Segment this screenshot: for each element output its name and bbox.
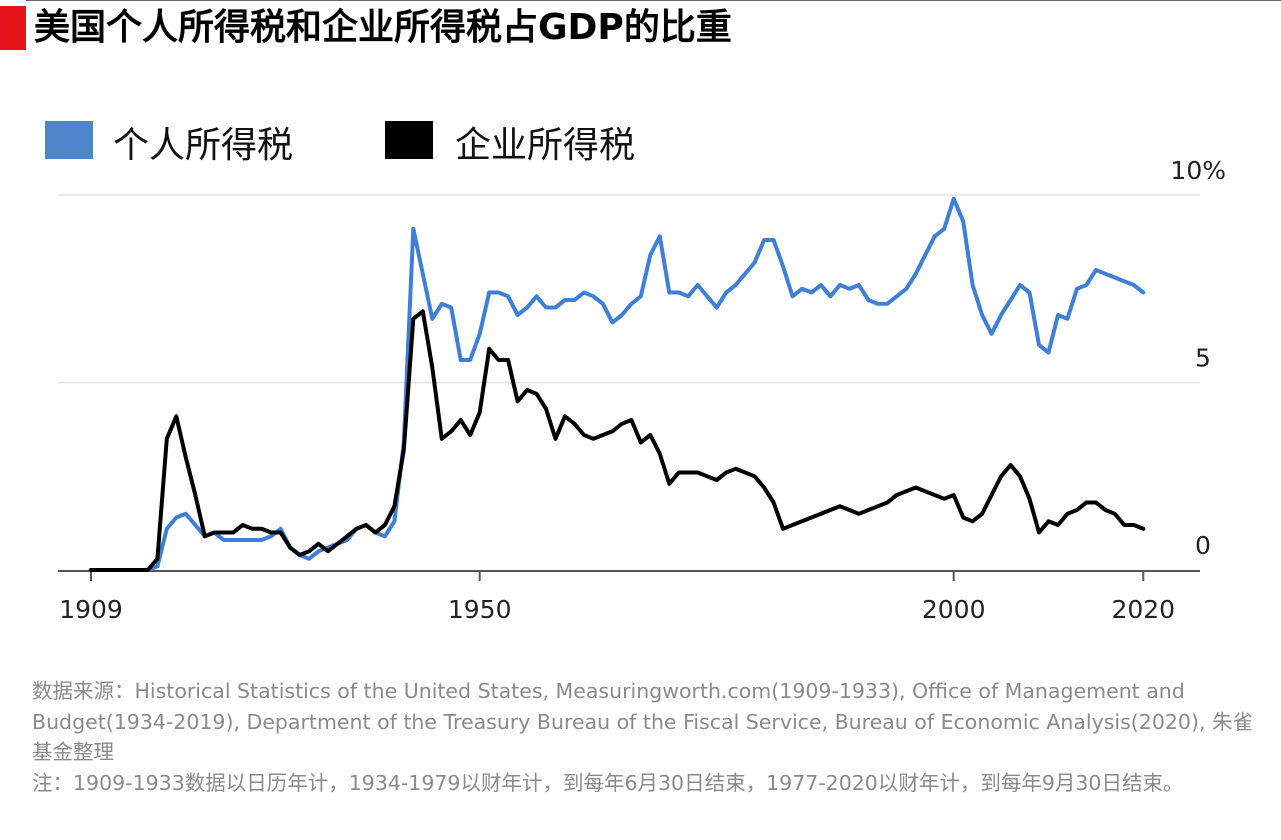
y-tick-label: 5 <box>1195 344 1211 373</box>
legend-swatch-corporate <box>385 121 433 159</box>
source-note: 数据来源：Historical Statistics of the United… <box>32 679 1253 764</box>
x-tick-label: 1950 <box>448 595 512 624</box>
axes: 1909 1950 2000 2020 10% 5 0 <box>58 156 1226 624</box>
x-tick-label: 2000 <box>922 595 986 624</box>
grid-lines <box>58 194 1200 384</box>
y-tick-label: 10% <box>1170 156 1226 185</box>
legend-swatch-personal <box>45 121 93 159</box>
series-layer <box>89 196 1146 572</box>
chart: 个人所得税 企业所得税 1909 1950 2000 2020 10% 5 0 <box>45 121 1226 624</box>
title-bar: 美国个人所得税和企业所得税占GDP的比重 <box>0 0 1281 56</box>
top-border-line <box>26 0 1281 1</box>
series-line-personal-income-tax <box>89 196 1146 572</box>
footnotes: 数据来源：Historical Statistics of the United… <box>32 676 1262 798</box>
legend-label-personal: 个人所得税 <box>113 125 293 166</box>
chart-legend: 个人所得税 企业所得税 <box>45 121 635 166</box>
explanation-note: 注：1909-1933数据以日历年计，1934-1979以财年计，到每年6月30… <box>32 770 1184 795</box>
legend-label-corporate: 企业所得税 <box>455 125 635 166</box>
series-line-corporate-income-tax <box>89 309 1146 572</box>
x-tick-label: 2020 <box>1111 595 1175 624</box>
title-accent-bar <box>0 6 26 50</box>
y-tick-label: 0 <box>1195 531 1211 560</box>
x-tick-label: 1909 <box>59 595 123 624</box>
page-title: 美国个人所得税和企业所得税占GDP的比重 <box>34 7 732 48</box>
